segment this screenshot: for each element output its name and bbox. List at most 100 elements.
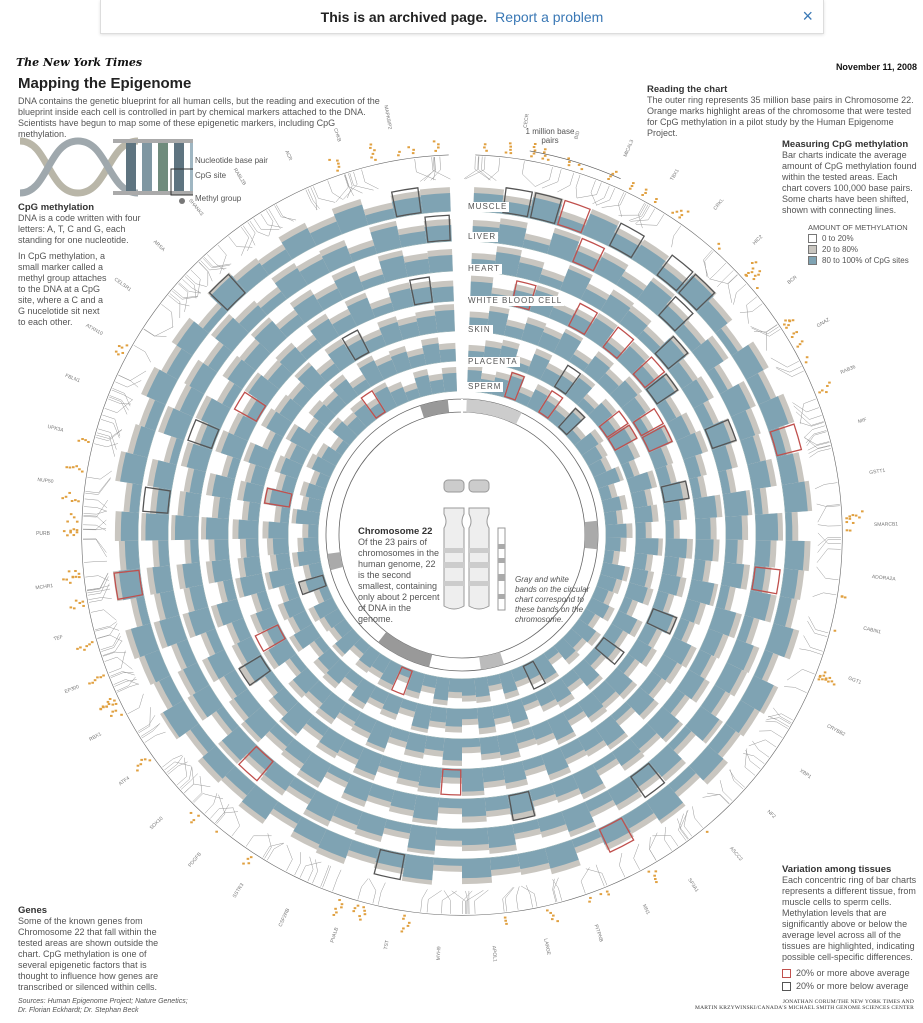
bar-high-methylation (755, 513, 779, 541)
bar-high-methylation (349, 245, 377, 262)
gene-connector-line (804, 437, 830, 445)
gene-connector-line (575, 174, 581, 199)
tested-area-mark (82, 604, 85, 607)
gene-connector-line (816, 503, 840, 507)
bar-high-methylation (724, 539, 738, 564)
bar-high-methylation (233, 688, 262, 718)
bar-high-methylation (574, 432, 599, 456)
gene-connector-line (83, 524, 107, 531)
bar-high-methylation (537, 331, 561, 353)
gene-connector-line (488, 157, 501, 181)
bar-high-methylation (317, 648, 341, 671)
bar-high-methylation (370, 225, 402, 254)
bar-high-methylation (718, 470, 731, 495)
bar-high-methylation (448, 678, 462, 693)
gene-connector-line (87, 576, 109, 596)
gene-connector-line (193, 793, 224, 803)
tested-area-mark (412, 148, 415, 151)
bar-high-methylation (268, 521, 289, 539)
gene-connector-line (478, 156, 491, 181)
tested-area-mark (110, 714, 113, 717)
bar-high-methylation (380, 660, 402, 685)
gene-connector-line (114, 679, 137, 687)
gene-label: LARGE (542, 938, 551, 956)
gene-connector-line (504, 887, 515, 912)
bar-high-methylation (604, 667, 633, 696)
bar-high-methylation (486, 674, 502, 687)
gene-connector-line (216, 794, 226, 824)
gene-connector-line (377, 882, 386, 905)
ring-label-white-blood-cell: WHITE BLOOD CELL (466, 296, 565, 306)
bar-high-methylation (146, 369, 178, 405)
gene-connector-line (812, 592, 837, 597)
bar-high-methylation (603, 549, 615, 564)
bar-high-methylation (657, 304, 686, 333)
bar-high-methylation (223, 669, 248, 697)
cpg-site-label: CpG site (195, 171, 227, 180)
close-icon[interactable]: × (802, 6, 813, 26)
bar-high-methylation (711, 445, 733, 472)
bar-high-methylation (600, 562, 626, 581)
bar-high-methylation (202, 306, 227, 334)
tested-area-mark (88, 682, 91, 685)
tested-area-mark (785, 326, 788, 329)
bar-high-methylation (118, 568, 144, 601)
bar-high-methylation (332, 802, 363, 826)
gene-label: SSTR3 (232, 882, 246, 899)
bar-high-methylation (521, 322, 545, 346)
gene-connector-line (249, 220, 269, 237)
bar-high-methylation (731, 344, 764, 380)
bar-high-methylation (217, 497, 231, 519)
bar-high-methylation (491, 703, 510, 719)
gene-connector-line (580, 867, 590, 894)
tested-area-mark (851, 514, 855, 517)
highlight-above-average (113, 569, 144, 601)
gene-connector-line (305, 189, 318, 210)
tested-area-mark (632, 182, 635, 185)
tested-area-mark (848, 529, 852, 532)
gene-label: BCR (786, 274, 798, 285)
bar-high-methylation (313, 404, 336, 427)
bar-high-methylation (601, 340, 623, 360)
highlight-below-average (208, 273, 247, 311)
gene-connector-line (109, 395, 129, 411)
bar-high-methylation (404, 258, 431, 277)
tested-area-mark (717, 242, 721, 245)
tested-area-mark (630, 185, 634, 188)
tested-area-mark (190, 821, 193, 824)
bar-high-methylation (572, 764, 604, 795)
tested-area-mark (67, 570, 71, 573)
tested-area-mark (77, 572, 81, 575)
bar-high-methylation (498, 670, 518, 694)
tested-area-mark (114, 350, 118, 353)
bar-high-methylation (562, 628, 583, 648)
gene-connector-line (176, 757, 188, 786)
highlight-below-average (187, 418, 220, 450)
bar-high-methylation (144, 400, 166, 431)
tested-area-mark (483, 146, 486, 149)
bar-high-methylation (594, 715, 626, 746)
bar-high-methylation (526, 353, 550, 380)
tested-area-mark (821, 678, 824, 681)
bar-high-methylation (266, 411, 293, 438)
tested-area-mark (93, 679, 97, 682)
gene-connector-line (87, 573, 109, 592)
gene-connector-line (97, 623, 118, 639)
gene-connector-line (636, 214, 665, 226)
bar-high-methylation (675, 324, 702, 352)
genes-heading: Genes (18, 905, 48, 916)
tested-area-mark (83, 648, 86, 651)
bar-high-methylation (405, 732, 427, 753)
tested-area-mark (371, 152, 375, 155)
report-problem-link[interactable]: Report a problem (495, 8, 604, 25)
highlight-below-average (608, 222, 646, 259)
bar-high-methylation (689, 477, 702, 499)
bar-high-methylation (289, 444, 310, 465)
nyt-logo[interactable]: The New York Times (16, 56, 143, 69)
tested-area-mark (407, 921, 411, 924)
tested-area-mark (823, 671, 827, 674)
gene-connector-line (652, 835, 679, 847)
bar-high-methylation (319, 727, 347, 754)
gene-connector-line (535, 166, 553, 187)
gene-label: MYH9 (436, 946, 443, 960)
